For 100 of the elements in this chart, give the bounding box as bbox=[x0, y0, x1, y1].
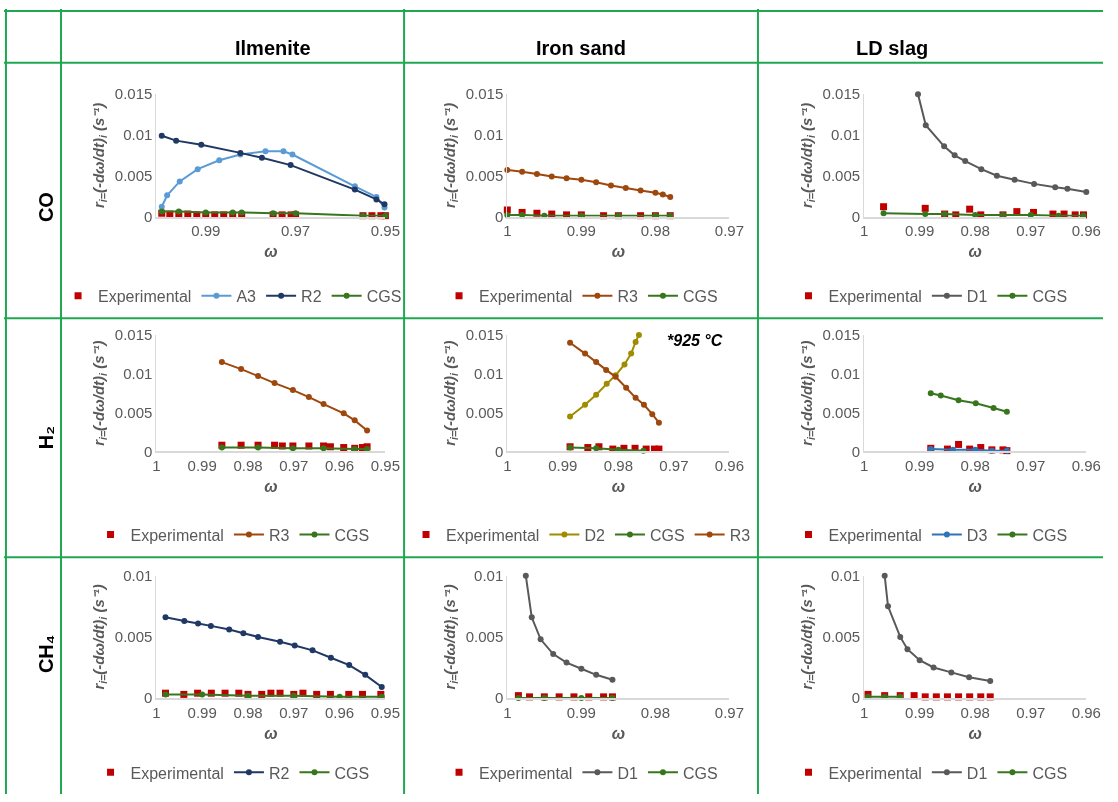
legend-label: D2 bbox=[584, 526, 605, 544]
x-tick-label: 0.95 bbox=[370, 457, 401, 475]
x-axis-title: ω bbox=[264, 478, 278, 496]
text: CO bbox=[34, 192, 57, 223]
x-tick-label: 0.97 bbox=[279, 703, 309, 721]
x-tick-label: 0.96 bbox=[324, 703, 355, 721]
legend-label: R2 bbox=[268, 764, 290, 782]
x-tick-label: 1 bbox=[152, 703, 161, 721]
x-tick-label: 0.98 bbox=[640, 703, 671, 721]
x-tick-label: 0.99 bbox=[548, 457, 578, 475]
x-tick-label: 0.99 bbox=[187, 457, 217, 475]
x-tick-label: 1 bbox=[503, 457, 512, 475]
y-tick-label: 0 bbox=[494, 442, 504, 460]
legend-label: D3 bbox=[966, 526, 988, 544]
x-tick-label: 0.96 bbox=[1071, 222, 1101, 240]
annotation: *925 °C bbox=[667, 332, 723, 349]
x-tick-label: 0.99 bbox=[187, 703, 217, 721]
legend-label: R3 bbox=[268, 526, 290, 544]
y-tick-label: 0 bbox=[144, 689, 153, 707]
y-tick-label: 0.015 bbox=[114, 85, 153, 103]
x-tick-label: 0.97 bbox=[659, 457, 689, 475]
legend-label: CGS bbox=[682, 764, 718, 782]
y-tick-label: 0.005 bbox=[114, 403, 153, 421]
x-tick-label: 0.99 bbox=[905, 703, 935, 721]
legend-label: Experimental bbox=[479, 287, 573, 305]
y-tick-label: 0 bbox=[851, 207, 861, 225]
y-tick-label: 0.015 bbox=[114, 326, 153, 344]
y-tick-label: 0.01 bbox=[474, 566, 504, 584]
y-tick-label: 0 bbox=[494, 689, 504, 707]
y-tick-label: 0.005 bbox=[114, 166, 153, 184]
legend-label: D1 bbox=[966, 287, 988, 305]
y-tick-label: 0.01 bbox=[474, 126, 504, 144]
y-tick-label: 0.015 bbox=[465, 85, 504, 103]
legend-label: CGS bbox=[1032, 526, 1068, 544]
legend-label: Experimental bbox=[130, 764, 224, 782]
x-tick-label: 0.98 bbox=[960, 222, 990, 240]
x-tick-label: 1 bbox=[152, 457, 161, 475]
y-tick-label: 0 bbox=[851, 689, 861, 707]
x-tick-label: 0.97 bbox=[280, 222, 311, 240]
x-tick-label: 0.98 bbox=[233, 703, 263, 721]
y-tick-label: 0.005 bbox=[822, 403, 861, 421]
legend-label: Experimental bbox=[130, 526, 224, 544]
legend-label: CGS bbox=[366, 287, 402, 305]
y-tick-label: 0.01 bbox=[123, 566, 153, 584]
legend-label: R3 bbox=[729, 526, 751, 544]
x-tick-label: 0.97 bbox=[714, 222, 745, 240]
x-tick-label: 0.99 bbox=[566, 222, 596, 240]
y-tick-label: 0 bbox=[144, 442, 153, 460]
legend-label: CGS bbox=[1032, 764, 1068, 782]
x-axis-title: ω bbox=[968, 478, 982, 496]
y-tick-label: 0.01 bbox=[830, 365, 861, 383]
x-axis-title: ω bbox=[264, 725, 278, 743]
y-tick-label: 0.005 bbox=[465, 628, 504, 646]
y-tick-label: 0.01 bbox=[474, 365, 504, 383]
x-tick-label: 1 bbox=[859, 703, 869, 721]
chart-title: Iron sand bbox=[536, 37, 627, 59]
y-tick-label: 0.01 bbox=[123, 126, 153, 144]
legend-label: Experimental bbox=[828, 287, 922, 305]
y-tick-label: 0.01 bbox=[123, 365, 153, 383]
x-tick-label: 0.99 bbox=[191, 222, 221, 240]
y-tick-label: 0.005 bbox=[822, 166, 861, 184]
x-tick-label: 0.97 bbox=[1016, 457, 1046, 475]
x-tick-label: 0.98 bbox=[603, 457, 633, 475]
chart-title: LD slag bbox=[856, 37, 929, 59]
x-tick-label: 0.98 bbox=[640, 222, 671, 240]
x-tick-label: 0.97 bbox=[279, 457, 309, 475]
y-tick-label: 0.005 bbox=[114, 628, 153, 646]
x-tick-label: 0.96 bbox=[714, 457, 745, 475]
x-tick-label: 0.97 bbox=[1016, 222, 1046, 240]
x-axis-title: ω bbox=[611, 725, 626, 743]
x-tick-label: 0.96 bbox=[1071, 703, 1101, 721]
legend-label: CGS bbox=[1032, 287, 1068, 305]
x-tick-label: 1 bbox=[503, 222, 512, 240]
y-tick-label: 0 bbox=[144, 207, 153, 225]
legend-label: A3 bbox=[236, 287, 257, 305]
x-tick-label: 0.97 bbox=[714, 703, 745, 721]
x-tick-label: 0.95 bbox=[370, 222, 401, 240]
legend-label: CGS bbox=[682, 287, 718, 305]
x-tick-label: 0.99 bbox=[905, 222, 935, 240]
x-tick-label: 0.96 bbox=[324, 457, 355, 475]
y-tick-label: 0.005 bbox=[465, 166, 504, 184]
legend-label: D1 bbox=[617, 764, 638, 782]
legend-label: Experimental bbox=[828, 526, 922, 544]
legend-label: Experimental bbox=[479, 764, 573, 782]
legend-label: Experimental bbox=[828, 764, 922, 782]
x-tick-label: 0.99 bbox=[905, 457, 935, 475]
text: CH₄ bbox=[34, 634, 57, 674]
x-axis-title: ω bbox=[264, 243, 278, 261]
x-axis-title: ω bbox=[611, 478, 626, 496]
x-axis-title: ω bbox=[968, 243, 982, 261]
y-tick-label: 0.01 bbox=[830, 566, 861, 584]
x-tick-label: 1 bbox=[503, 703, 512, 721]
legend-label: R2 bbox=[301, 287, 322, 305]
x-axis-title: ω bbox=[968, 725, 982, 743]
x-tick-label: 0.98 bbox=[960, 703, 990, 721]
text: H₂ bbox=[34, 425, 57, 450]
x-tick-label: 0.95 bbox=[370, 703, 401, 721]
x-tick-label: 0.96 bbox=[1071, 457, 1101, 475]
x-tick-label: 0.97 bbox=[1016, 703, 1046, 721]
legend-label: CGS bbox=[649, 526, 685, 544]
